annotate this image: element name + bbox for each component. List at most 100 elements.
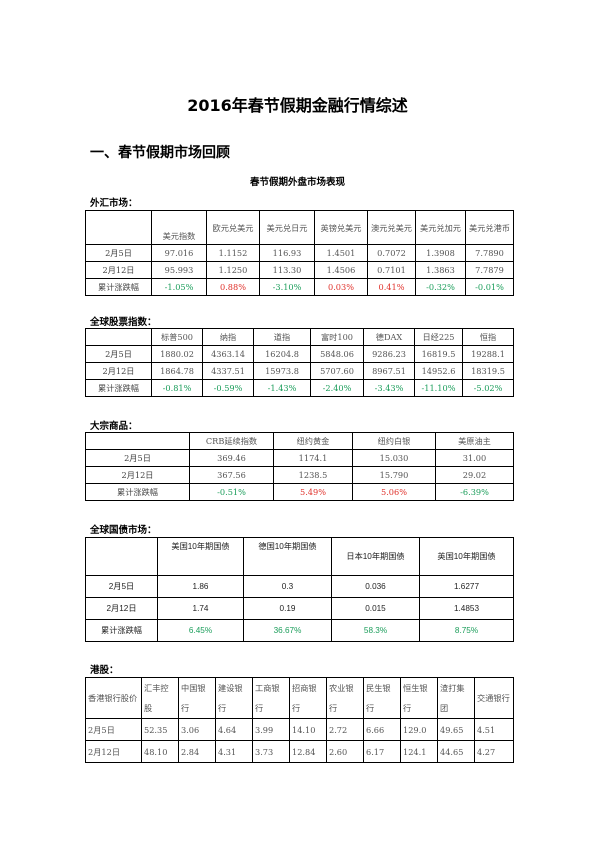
cell: 0.7072 (367, 244, 416, 262)
cell: 52.35 (141, 718, 179, 741)
change-cell: -1.43% (253, 379, 311, 397)
change-cell: 5.06% (352, 483, 436, 501)
cell: 5707.60 (310, 362, 364, 380)
table-row: 2月12日 48.10 2.84 4.31 3.73 12.84 2.60 6.… (85, 740, 514, 763)
cell: 1.1152 (206, 244, 260, 262)
bonds-heading: 全球国债市场： (90, 525, 157, 536)
change-cell: -5.02% (462, 379, 514, 397)
change-cell: -0.81% (151, 379, 203, 397)
hk-header: 交通银行 (474, 677, 514, 719)
fx-header: 英镑兑美元 (314, 210, 368, 245)
fx-header: 美元指数 (151, 210, 207, 245)
change-cell: 0.03% (314, 278, 368, 296)
cell: 1.4853 (419, 597, 514, 620)
row-label: 2月12日 (85, 597, 158, 620)
bonds-header: 英国10年期国债 (419, 537, 514, 576)
bonds-header: 德国10年期国债 (243, 537, 332, 576)
cell: 1.3908 (415, 244, 466, 262)
table-row: 累计涨跌幅 -1.05% 0.88% -3.10% 0.03% 0.41% -0… (85, 278, 514, 296)
bonds-corner-cell (85, 537, 158, 576)
cell: 1.1250 (206, 261, 260, 279)
table-row: 累计涨跌幅 6.45% 36.67% 58.3% 8.75% (85, 619, 514, 642)
change-cell: -6.39% (435, 483, 514, 501)
cell: 7.7879 (465, 261, 514, 279)
row-label: 累计涨跌幅 (85, 379, 152, 397)
cell: 2.60 (326, 740, 364, 763)
table-row: 2月12日 1864.78 4337.51 15973.8 5707.60 89… (85, 362, 514, 380)
table-row: 2月5日 369.46 1174.1 15.030 31.00 (85, 449, 514, 467)
cell: 1.4501 (314, 244, 368, 262)
row-label: 2月5日 (85, 718, 142, 741)
cell: 31.00 (435, 449, 514, 467)
cell: 48.10 (141, 740, 179, 763)
cell: 1.4506 (314, 261, 368, 279)
stocks-header: 富时100 (310, 328, 364, 346)
stocks-corner-cell (85, 328, 152, 346)
commodities-header: CRB延续指数 (189, 432, 274, 450)
fx-header: 美元兑加元 (415, 210, 466, 245)
cell: 15973.8 (253, 362, 311, 380)
row-label: 累计涨跌幅 (85, 619, 158, 642)
change-cell: -0.51% (189, 483, 274, 501)
commodities-header: 纽约黄金 (273, 432, 353, 450)
stocks-header: 纳指 (202, 328, 254, 346)
fx-header: 美元兑日元 (259, 210, 315, 245)
change-cell: -1.05% (151, 278, 207, 296)
cell: 49.65 (437, 718, 475, 741)
fx-table: 美元指数 欧元兑美元 美元兑日元 英镑兑美元 澳元兑美元 美元兑加元 美元兑港币… (85, 210, 514, 296)
cell: 16819.5 (414, 345, 463, 363)
cell: 97.016 (151, 244, 207, 262)
table-row: 2月5日 1.86 0.3 0.036 1.6277 (85, 575, 514, 598)
cell: 0.3 (243, 575, 332, 598)
commodities-table: CRB延续指数 纽约黄金 纽约白银 美原油主 2月5日 369.46 1174.… (85, 432, 514, 501)
hk-header: 建设银行 (215, 677, 253, 719)
cell: 3.99 (252, 718, 290, 741)
change-cell: -0.59% (202, 379, 254, 397)
cell: 0.015 (331, 597, 420, 620)
cell: 4.31 (215, 740, 253, 763)
table-row: 累计涨跌幅 -0.81% -0.59% -1.43% -2.40% -3.43%… (85, 379, 514, 397)
fx-corner-cell (85, 210, 152, 245)
cell: 129.0 (400, 718, 438, 741)
row-label: 2月5日 (85, 449, 190, 467)
cell: 4.64 (215, 718, 253, 741)
hk-header: 民生银行 (363, 677, 401, 719)
hk-header: 招商银行 (289, 677, 327, 719)
hk-header: 农业银行 (326, 677, 364, 719)
change-cell: -3.43% (363, 379, 415, 397)
row-label: 2月12日 (85, 466, 190, 484)
stocks-header: 德DAX (363, 328, 415, 346)
hk-table: 香港银行股价 汇丰控股 中国银行 建设银行 工商银行 招商银行 农业银行 民生银… (85, 677, 514, 763)
change-cell: -3.10% (259, 278, 315, 296)
row-label: 2月5日 (85, 575, 158, 598)
change-cell: 36.67% (243, 619, 332, 642)
stocks-header: 道指 (253, 328, 311, 346)
row-label: 2月12日 (85, 261, 152, 279)
cell: 14.10 (289, 718, 327, 741)
change-cell: -2.40% (310, 379, 364, 397)
cell: 7.7890 (465, 244, 514, 262)
fx-header: 澳元兑美元 (367, 210, 416, 245)
cell: 0.7101 (367, 261, 416, 279)
fx-heading: 外汇市场： (90, 198, 138, 209)
cell: 367.56 (189, 466, 274, 484)
cell: 116.93 (259, 244, 315, 262)
cell: 1238.5 (273, 466, 353, 484)
cell: 15.790 (352, 466, 436, 484)
cell: 113.30 (259, 261, 315, 279)
stocks-header: 标普500 (151, 328, 203, 346)
change-cell: 8.75% (419, 619, 514, 642)
table-row: 2月5日 52.35 3.06 4.64 3.99 14.10 2.72 6.6… (85, 718, 514, 741)
cell: 369.46 (189, 449, 274, 467)
table-row: 2月12日 367.56 1238.5 15.790 29.02 (85, 466, 514, 484)
change-cell: -0.01% (465, 278, 514, 296)
cell: 1864.78 (151, 362, 203, 380)
stocks-header: 恒指 (462, 328, 514, 346)
page-title: 2016年春节假期金融行情综述 (187, 96, 408, 115)
commodities-heading: 大宗商品： (90, 421, 138, 432)
bonds-table: 美国10年期国债 德国10年期国债 日本10年期国债 英国10年期国债 2月5日… (85, 537, 514, 642)
hk-header: 恒生银行 (400, 677, 438, 719)
commodities-corner-cell (85, 432, 190, 450)
cell: 1.3863 (415, 261, 466, 279)
table-row: 2月12日 95.993 1.1250 113.30 1.4506 0.7101… (85, 261, 514, 279)
